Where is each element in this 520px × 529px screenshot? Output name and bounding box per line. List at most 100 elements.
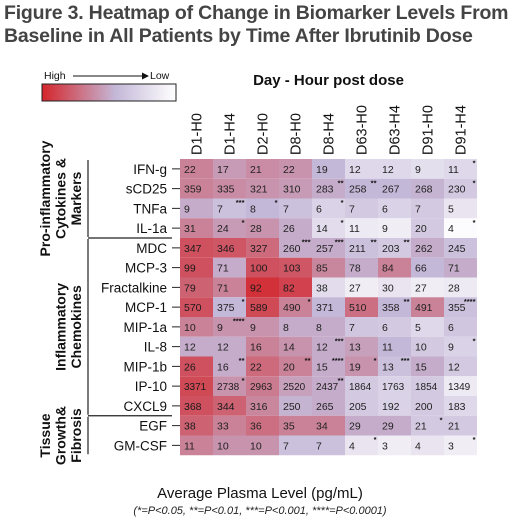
- cell-value: 38: [184, 421, 196, 433]
- heatmap-cell: [213, 238, 246, 258]
- cell-value: 257: [316, 243, 334, 255]
- heatmap-cell: [246, 257, 279, 278]
- heatmap-cell: [345, 396, 378, 416]
- cell-value: 7: [349, 322, 355, 334]
- cell-value: 368: [184, 401, 202, 413]
- heatmap-cell: [213, 198, 246, 219]
- cell-value: 230: [448, 184, 466, 196]
- heatmap-cell: [180, 159, 213, 179]
- heatmap-cell: [411, 396, 444, 416]
- cell-value: 78: [349, 263, 361, 275]
- heatmap-cell: [312, 238, 345, 258]
- heatmap-cell: [378, 277, 411, 298]
- heatmap-cell: [345, 178, 378, 199]
- group-label: Chemokines: [68, 285, 84, 368]
- cell-value: 29: [382, 421, 394, 433]
- significance-marker: **: [239, 356, 245, 365]
- heatmap-cell: [444, 198, 477, 219]
- heatmap-cell: [345, 218, 378, 238]
- significance-marker: *: [374, 435, 377, 444]
- heatmap-cell: [213, 257, 246, 278]
- heatmap-cell: [378, 198, 411, 219]
- cell-value: 5: [415, 322, 421, 334]
- heatmap-cell: [180, 178, 213, 199]
- significance-marker: *: [473, 159, 476, 168]
- cell-value: 7: [316, 440, 322, 452]
- group-label: Growth&: [53, 406, 69, 465]
- cell-value: 375: [217, 302, 235, 314]
- cell-value: 3: [382, 440, 388, 452]
- heatmap-cell: [279, 277, 312, 298]
- significance-marker: **: [404, 238, 410, 247]
- cell-value: 12: [349, 164, 361, 176]
- heatmap-cell: [411, 435, 444, 456]
- cell-value: 71: [217, 263, 229, 275]
- legend-gradient-bar: [41, 83, 177, 102]
- heatmap-cell: [312, 178, 345, 199]
- cell-value: 4: [448, 223, 454, 235]
- heatmap-cell: [444, 317, 477, 337]
- cell-value: 19: [316, 164, 328, 176]
- cell-value: 11: [349, 223, 360, 235]
- heatmap-cell: [411, 277, 444, 298]
- heatmap-cell: [246, 356, 279, 377]
- cell-value: 21: [250, 164, 262, 176]
- cell-value: 22: [184, 164, 196, 176]
- cell-value: 510: [349, 302, 367, 314]
- cell-value: 335: [217, 184, 235, 196]
- cell-value: 10: [250, 440, 262, 452]
- cell-value: 100: [250, 263, 268, 275]
- cell-value: 371: [316, 302, 334, 314]
- cell-value: 22: [250, 361, 262, 373]
- heatmap-cell: [411, 257, 444, 278]
- heatmap-cell: [378, 257, 411, 278]
- significance-marker: **: [371, 238, 377, 247]
- heatmap-cell: [180, 415, 213, 436]
- heatmap-cell: [444, 178, 477, 199]
- cell-value: 6: [382, 322, 388, 334]
- cell-value: 8: [316, 322, 322, 334]
- cell-value: 344: [217, 401, 235, 413]
- heatmap-cell: [345, 317, 378, 337]
- heatmap-cell: [246, 415, 279, 436]
- cell-value: 211: [349, 243, 366, 255]
- group-label: Cytokines &: [53, 158, 69, 239]
- heatmap-cell: [213, 297, 246, 317]
- cell-value: 24: [217, 223, 229, 235]
- significance-marker: *: [473, 435, 476, 444]
- heatmap-cell: [312, 376, 345, 396]
- cell-value: 2520: [283, 382, 306, 393]
- heatmap-cell: [279, 159, 312, 179]
- x-axis-label: Average Plasma Level (pg/mL): [157, 485, 363, 502]
- heatmap-cell: [279, 356, 312, 377]
- heatmap-cell: [279, 198, 312, 219]
- heatmap-cell: [411, 356, 444, 377]
- cell-value: 3371: [184, 382, 207, 393]
- heatmap-cell: [246, 297, 279, 317]
- cell-value: 268: [415, 184, 433, 196]
- heatmap-cell: [180, 198, 213, 219]
- heatmap-cell: [213, 435, 246, 456]
- heatmap-cell: [180, 277, 213, 298]
- heatmap-cell: [378, 178, 411, 199]
- significance-marker: ****: [464, 297, 476, 306]
- heatmap-cell: [411, 198, 444, 219]
- significance-marker: **: [338, 178, 344, 187]
- heatmap-cell: [246, 159, 279, 179]
- column-header: D63-H4: [388, 105, 404, 155]
- cell-value: 7: [283, 203, 289, 215]
- heatmap-cell: [444, 277, 477, 298]
- cell-value: 11: [382, 342, 393, 354]
- cell-value: 15: [316, 361, 328, 373]
- column-header: D63-H0: [355, 105, 371, 155]
- heatmap-cell: [180, 218, 213, 238]
- group-label: Inflammatory: [53, 283, 69, 371]
- cell-value: 12: [316, 342, 328, 354]
- group-label: Pro-inflammatory: [37, 140, 53, 256]
- significance-marker: ***: [401, 356, 410, 365]
- cell-value: 27: [415, 282, 427, 294]
- heatmap-cell: [444, 356, 477, 377]
- heatmap-cell: [378, 159, 411, 179]
- heatmap-cell: [246, 178, 279, 199]
- column-header: D2-H0: [256, 113, 272, 155]
